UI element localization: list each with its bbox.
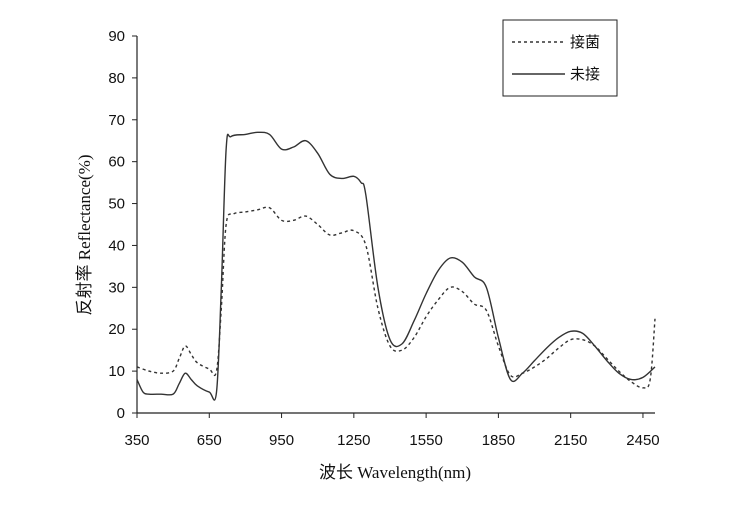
y-tick-label: 60 bbox=[108, 154, 125, 171]
y-tick-label: 70 bbox=[108, 112, 125, 129]
tick-group: 0 10 20 30 40 50 60 70 80 90 350 650 950 1250 1550 1850… bbox=[108, 28, 659, 449]
x-tick-label: 1250 bbox=[337, 432, 370, 449]
y-tick-label: 40 bbox=[108, 237, 125, 254]
legend-box bbox=[502, 19, 618, 97]
y-tick-label: 80 bbox=[108, 70, 125, 87]
y-tick-label: 90 bbox=[108, 28, 125, 45]
x-tick-label: 350 bbox=[124, 432, 149, 449]
series-line-inoculated bbox=[136, 206, 656, 389]
legend: 接菌 未接 bbox=[502, 19, 618, 97]
x-tick-label: 1850 bbox=[482, 432, 515, 449]
x-tick-label: 2450 bbox=[626, 432, 659, 449]
legend-label-inoculated: 接菌 bbox=[570, 33, 600, 51]
series-line-control bbox=[136, 131, 656, 401]
x-axis-title: 波长 Wavelength(nm) bbox=[319, 463, 471, 482]
legend-label-control: 未接 bbox=[570, 65, 600, 83]
x-tick-label: 1550 bbox=[409, 432, 442, 449]
axes bbox=[136, 36, 655, 414]
y-tick-label: 50 bbox=[108, 196, 125, 213]
x-tick-label: 2150 bbox=[554, 432, 587, 449]
y-axis-title: 反射率 Reflectance(%) bbox=[75, 155, 94, 316]
y-tick-label: 20 bbox=[108, 321, 125, 338]
x-tick-label: 950 bbox=[269, 432, 294, 449]
series-layer bbox=[136, 131, 656, 401]
y-tick-label: 10 bbox=[108, 363, 125, 380]
y-tick-label: 30 bbox=[108, 279, 125, 296]
x-tick-label: 650 bbox=[197, 432, 222, 449]
y-tick-label: 0 bbox=[117, 405, 125, 422]
